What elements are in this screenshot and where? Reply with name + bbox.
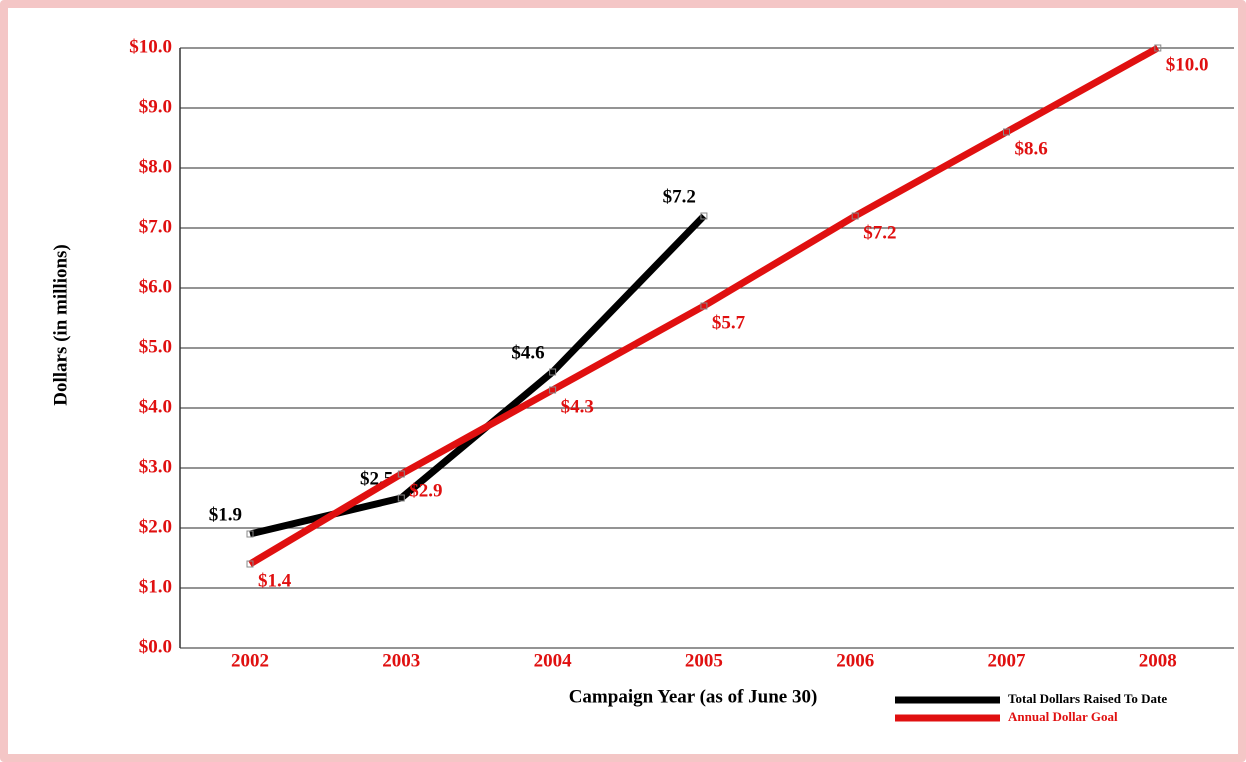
y-tick-label: $3.0 <box>139 456 172 477</box>
point-marker <box>549 368 557 376</box>
series-line <box>248 44 1160 568</box>
point-marker <box>851 212 859 220</box>
data-label: $4.3 <box>561 396 594 417</box>
legend-label: Annual Dollar Goal <box>1008 709 1118 724</box>
y-tick-label: $8.0 <box>139 156 172 177</box>
point-marker <box>246 560 254 568</box>
y-tick-label: $9.0 <box>139 96 172 117</box>
data-label: $5.7 <box>712 312 746 333</box>
point-marker <box>1154 44 1162 52</box>
x-axis-title: Campaign Year (as of June 30) <box>569 686 818 707</box>
point-marker <box>700 302 708 310</box>
x-tick-label: 2007 <box>988 650 1027 671</box>
x-tick-label: 2002 <box>231 650 269 671</box>
y-tick-label: $10.0 <box>129 36 172 57</box>
y-axis-title: Dollars (in millions) <box>50 244 71 406</box>
y-tick-label: $4.0 <box>139 396 172 417</box>
data-label: $7.2 <box>863 222 896 243</box>
data-label: $7.2 <box>663 186 696 207</box>
data-label: $4.6 <box>511 342 544 363</box>
y-tick-label: $0.0 <box>139 636 172 657</box>
series-line <box>249 213 707 538</box>
data-label: $8.6 <box>1015 138 1048 159</box>
x-tick-label: 2006 <box>836 650 874 671</box>
legend-label: Total Dollars Raised To Date <box>1008 691 1167 706</box>
point-marker <box>246 530 254 538</box>
point-marker <box>397 470 405 478</box>
point-marker <box>1003 128 1010 136</box>
y-tick-label: $1.0 <box>139 576 172 597</box>
point-marker <box>549 386 557 394</box>
y-tick-label: $2.0 <box>139 516 172 537</box>
data-label: $1.4 <box>258 570 292 591</box>
point-marker <box>700 212 708 220</box>
x-tick-label: 2003 <box>382 650 420 671</box>
y-tick-label: $6.0 <box>139 276 172 297</box>
data-label: $1.9 <box>209 504 242 525</box>
x-tick-label: 2008 <box>1139 650 1177 671</box>
y-tick-label: $5.0 <box>139 336 172 357</box>
x-tick-label: 2005 <box>685 650 723 671</box>
data-label: $2.9 <box>409 480 442 501</box>
x-tick-label: 2004 <box>534 650 573 671</box>
point-marker <box>397 494 405 502</box>
y-tick-label: $7.0 <box>139 216 172 237</box>
data-label: $10.0 <box>1166 54 1209 75</box>
